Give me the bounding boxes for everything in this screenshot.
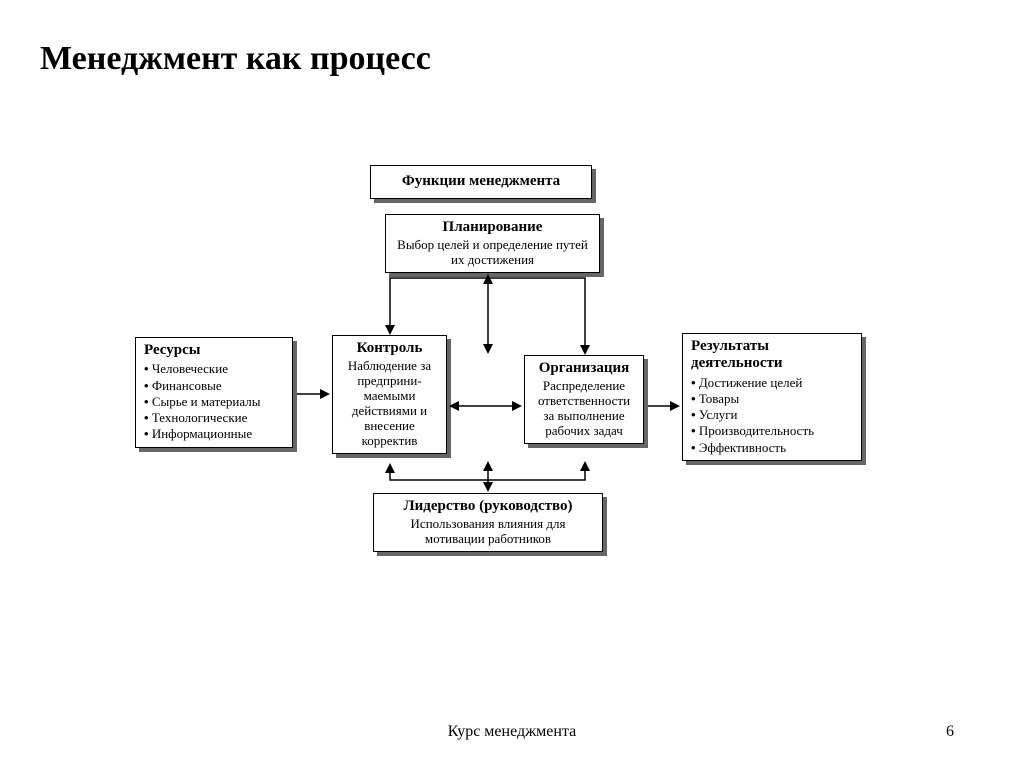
node-results-header: Результаты деятельности (691, 338, 853, 373)
node-control: Контроль Наблюдение за предприни­маемыми… (332, 335, 447, 454)
list-item: Информационные (144, 426, 284, 442)
node-planning-header: Планирование (394, 219, 591, 236)
node-resources: Ресурсы Человеческие Финансовые Сырье и … (135, 337, 293, 448)
node-planning: Планирование Выбор целей и определение п… (385, 214, 600, 273)
node-control-sub: Наблюдение за предприни­маемыми действия… (341, 359, 438, 449)
node-leadership: Лидерство (руководство) Использования вл… (373, 493, 603, 552)
node-organization-header: Организация (533, 360, 635, 377)
flowchart: Функции менеджмента Планирование Выбор ц… (0, 0, 1024, 767)
node-control-header: Контроль (341, 340, 438, 357)
node-results: Результаты деятельности Достижение целей… (682, 333, 862, 461)
node-organization-sub: Распределение ответственности за выполне… (533, 379, 635, 439)
list-item: Товары (691, 391, 853, 407)
list-item: Сырье и материалы (144, 394, 284, 410)
list-item: Производительность (691, 423, 853, 439)
page-number: 6 (946, 723, 954, 741)
node-leadership-sub: Использования влияния для мотивации рабо… (382, 517, 594, 547)
list-item: Услуги (691, 407, 853, 423)
list-item: Человеческие (144, 361, 284, 377)
list-item: Достижение целей (691, 375, 853, 391)
node-functions-header: Функции менеджмента (402, 173, 560, 190)
node-functions: Функции менеджмента (370, 165, 592, 199)
node-results-list: Достижение целей Товары Услуги Производи… (691, 375, 853, 456)
list-item: Эффективность (691, 440, 853, 456)
node-organization: Организация Распределение ответственност… (524, 355, 644, 444)
node-planning-sub: Выбор целей и определение путей их дости… (394, 238, 591, 268)
list-item: Технологические (144, 410, 284, 426)
node-resources-header: Ресурсы (144, 342, 284, 359)
node-resources-list: Человеческие Финансовые Сырье и материал… (144, 361, 284, 442)
node-leadership-header: Лидерство (руководство) (382, 498, 594, 515)
list-item: Финансовые (144, 378, 284, 394)
footer-text: Курс менеджмента (0, 723, 1024, 741)
